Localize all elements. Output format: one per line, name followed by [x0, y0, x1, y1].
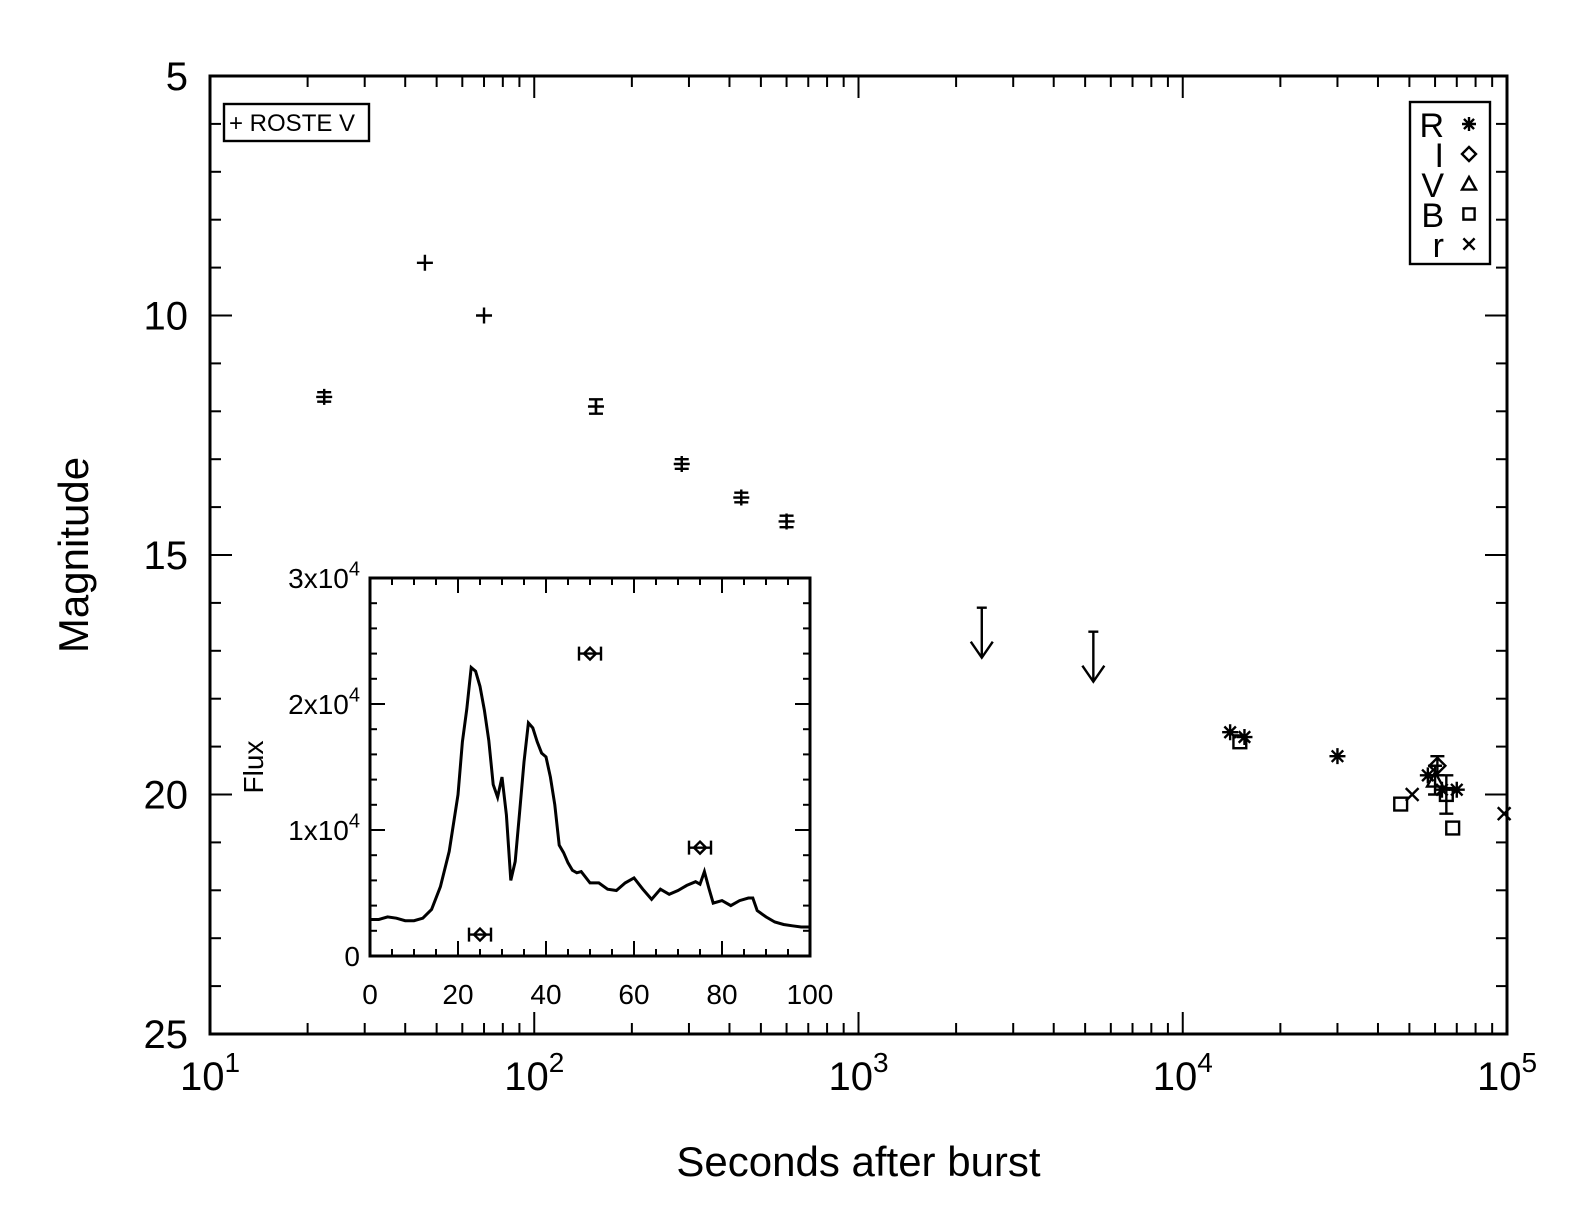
inset-plot-frame — [368, 576, 812, 958]
legend-label-V: V — [1421, 167, 1444, 205]
inset-y-tick-label: 3x104 — [288, 558, 360, 594]
x-tick-label: 105 — [1477, 1047, 1537, 1099]
inset-y-tick-labels: 0 1x104 2x104 3x104 — [288, 558, 360, 972]
R-data-point — [1419, 767, 1436, 784]
R-data-point — [1222, 724, 1239, 741]
B-data-point — [1232, 734, 1248, 750]
ROTSE-data-point — [316, 388, 333, 405]
main-axis-ticks — [210, 76, 1507, 1034]
B-data-point — [1393, 796, 1409, 812]
legend-label-r: r — [1433, 227, 1444, 265]
inset-data-point — [692, 839, 708, 856]
inset-x-tick-labels: 0 20 40 60 80 100 — [362, 979, 833, 1010]
y-tick-label: 10 — [144, 295, 189, 339]
ROTSE-data-point — [587, 398, 604, 415]
x-tick-label: 101 — [180, 1047, 240, 1099]
inset-background — [370, 578, 810, 956]
ROTSE-data-point — [476, 307, 493, 324]
x-axis-title: Seconds after burst — [676, 1138, 1041, 1185]
y-axis-title: Magnitude — [50, 457, 97, 653]
x-tick-label: 103 — [828, 1047, 888, 1099]
legend-rotse-box — [222, 102, 371, 143]
legend-bands-box — [1408, 100, 1492, 266]
y-tick-label: 5 — [166, 55, 188, 99]
inset-x-tick-label: 60 — [618, 979, 649, 1010]
R-data-point — [1329, 748, 1346, 765]
inset-plot: 0 20 40 60 80 100 0 1x104 2x104 3x104 Flux — [238, 558, 833, 1010]
B-data-point — [1438, 786, 1454, 803]
x-tick-label: 102 — [504, 1047, 564, 1099]
inset-y-tick-label: 0 — [344, 941, 360, 972]
main-plot: 101 102 103 104 105 5 10 15 20 25 Seconds after … — [50, 55, 1537, 1185]
legend-symbol-asterisk — [1462, 117, 1476, 131]
legend-symbol-diamond — [1460, 145, 1478, 163]
upper-limit-arrow — [1081, 630, 1106, 684]
inset-data-point — [472, 926, 488, 943]
inset-data-marks — [467, 645, 713, 943]
x-tick-label: 104 — [1153, 1047, 1213, 1099]
legend-rotse-label: + ROSTE V — [229, 110, 355, 137]
R-data-point — [1433, 781, 1450, 798]
R-data-point — [1448, 781, 1465, 798]
y-tick-label: 20 — [144, 774, 189, 818]
legend-label-I: I — [1435, 137, 1444, 175]
inset-x-tick-label: 80 — [706, 979, 737, 1010]
inset-y-axis-title: Flux — [238, 741, 269, 794]
inset-flux-curve — [370, 664, 810, 929]
inset-x-tick-label: 100 — [787, 979, 834, 1010]
legend-label-R: R — [1419, 107, 1444, 145]
inset-y-tick-label: 2x104 — [288, 684, 360, 720]
legend-label-B: B — [1421, 197, 1444, 235]
R-data-point — [1236, 729, 1253, 746]
legend-symbol-triangle — [1459, 174, 1479, 191]
y-tick-label: 15 — [144, 534, 189, 578]
main-x-tick-labels: 101 102 103 104 105 — [180, 1047, 1537, 1099]
B-data-point — [1445, 820, 1461, 836]
error-bar — [1439, 774, 1454, 815]
inset-x-tick-label: 0 — [362, 979, 378, 1010]
inset-data-point — [582, 645, 598, 662]
main-plot-frame — [208, 74, 1509, 1036]
main-data-marks — [316, 254, 1512, 836]
ROTSE-data-point — [733, 489, 750, 506]
r-data-point — [1496, 806, 1512, 821]
legend-symbol-square — [1462, 207, 1476, 221]
legend-rotse: + ROSTE V — [222, 102, 371, 143]
inset-y-tick-label: 1x104 — [288, 810, 360, 846]
y-tick-label: 25 — [144, 1013, 189, 1057]
inset-x-tick-label: 20 — [442, 979, 473, 1010]
upper-limit-arrow — [969, 606, 994, 660]
ROTSE-data-point — [778, 513, 795, 530]
inset-x-tick-label: 40 — [530, 979, 561, 1010]
legend-symbol-cross — [1462, 237, 1476, 251]
V-data-point — [1425, 769, 1446, 788]
main-y-tick-labels: 5 10 15 20 25 — [144, 55, 189, 1057]
I-data-point — [1427, 756, 1448, 776]
ROTSE-data-point — [673, 455, 690, 472]
ROTSE-data-point — [416, 254, 433, 271]
r-data-point — [1404, 787, 1420, 802]
